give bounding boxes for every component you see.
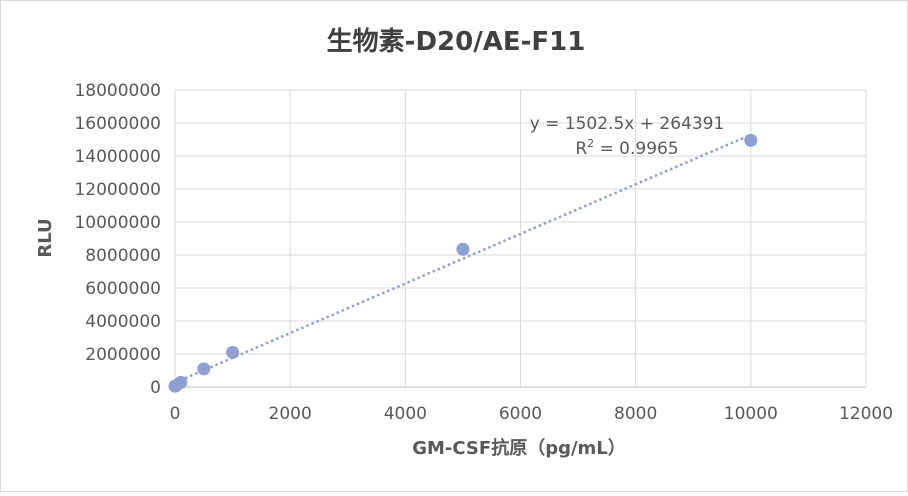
y-tick-label: 0 <box>150 378 161 398</box>
x-tick-label: 4000 <box>384 404 427 424</box>
y-axis-title: RLU <box>35 218 56 257</box>
linear-trendline <box>174 133 752 384</box>
x-tick-label: 12000 <box>839 404 893 424</box>
y-axis-tick-labels: 0 2000000 4000000 6000000 8000000 10000000 120… <box>74 81 161 398</box>
r-squared-value: = 0.9965 <box>594 139 679 159</box>
data-point <box>174 375 188 389</box>
y-tick-label: 18000000 <box>74 81 161 101</box>
r-squared-symbol: R <box>575 139 587 159</box>
x-tick-label: 6000 <box>499 404 542 424</box>
grid-lines <box>174 89 867 387</box>
y-tick-label: 6000000 <box>85 279 161 299</box>
r-squared-label: R2 = 0.9965 <box>575 137 678 159</box>
y-tick-label: 10000000 <box>74 213 161 233</box>
x-axis-tick-labels: 0 2000 4000 6000 8000 10000 12000 <box>170 404 893 424</box>
chart-title: 生物素-D20/AE-F11 <box>327 27 586 57</box>
data-point <box>226 345 240 359</box>
y-tick-label: 8000000 <box>85 246 161 266</box>
y-tick-label: 16000000 <box>74 114 161 134</box>
x-tick-label: 8000 <box>614 404 657 424</box>
y-tick-label: 4000000 <box>85 312 161 332</box>
data-point <box>744 133 758 147</box>
x-tick-label: 2000 <box>269 404 312 424</box>
data-points <box>168 133 758 393</box>
y-tick-label: 14000000 <box>74 147 161 167</box>
data-point <box>197 362 211 376</box>
trendline-equation: y = 1502.5x + 264391 <box>530 114 725 134</box>
r-squared-superscript: 2 <box>587 137 594 150</box>
y-tick-label: 12000000 <box>74 180 161 200</box>
y-tick-label: 2000000 <box>85 345 161 365</box>
data-point <box>456 242 470 256</box>
x-tick-label: 10000 <box>724 404 778 424</box>
x-tick-label: 0 <box>170 404 181 424</box>
x-axis-title: GM-CSF抗原（pg/mL） <box>412 437 626 459</box>
